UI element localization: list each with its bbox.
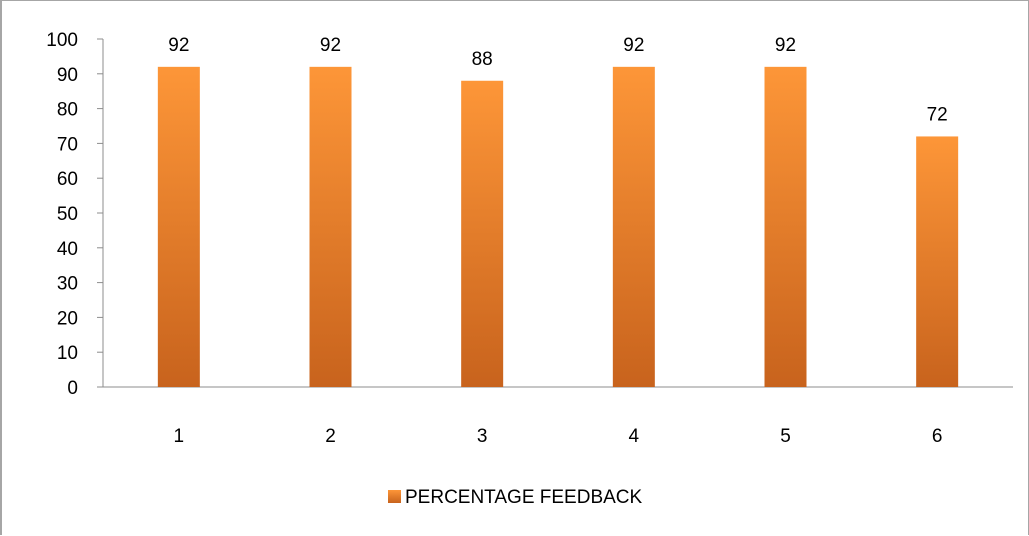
x-tick-label: 1 <box>174 426 185 447</box>
bar <box>309 66 352 387</box>
data-label: 88 <box>472 49 493 70</box>
legend-swatch <box>388 490 401 503</box>
bar <box>612 66 655 387</box>
x-tick-label: 2 <box>325 426 336 447</box>
y-tick-label: 70 <box>57 134 78 155</box>
x-tick-label: 3 <box>477 426 488 447</box>
data-label: 72 <box>927 104 948 125</box>
y-tick-label: 50 <box>57 204 78 225</box>
data-label: 92 <box>623 35 644 56</box>
y-tick-label: 60 <box>57 169 78 190</box>
legend-label: PERCENTAGE FEEDBACK <box>405 487 643 508</box>
bar <box>764 66 807 387</box>
y-tick-label: 80 <box>57 100 78 121</box>
y-tick-label: 10 <box>57 343 78 364</box>
bar <box>157 66 200 387</box>
y-tick-label: 40 <box>57 239 78 260</box>
bars <box>157 66 959 387</box>
data-label: 92 <box>775 35 796 56</box>
y-axis: 0 10 20 30 40 50 60 70 80 90 100 <box>46 30 104 399</box>
y-tick-label: 90 <box>57 65 78 86</box>
bar <box>916 136 959 387</box>
data-label: 92 <box>168 35 189 56</box>
x-tick-label: 6 <box>932 426 943 447</box>
data-label: 92 <box>320 35 341 56</box>
y-tick-label: 0 <box>67 378 78 399</box>
y-tick-label: 100 <box>46 30 78 51</box>
x-tick-label: 4 <box>629 426 640 447</box>
y-tick-label: 20 <box>57 308 78 329</box>
legend: PERCENTAGE FEEDBACK <box>388 487 643 508</box>
y-tick-label: 30 <box>57 274 78 295</box>
x-tick-label: 5 <box>780 426 791 447</box>
bar <box>461 80 504 387</box>
x-axis: 1 2 3 4 5 6 <box>103 386 1013 447</box>
data-labels: 92 92 88 92 92 72 <box>168 35 947 126</box>
